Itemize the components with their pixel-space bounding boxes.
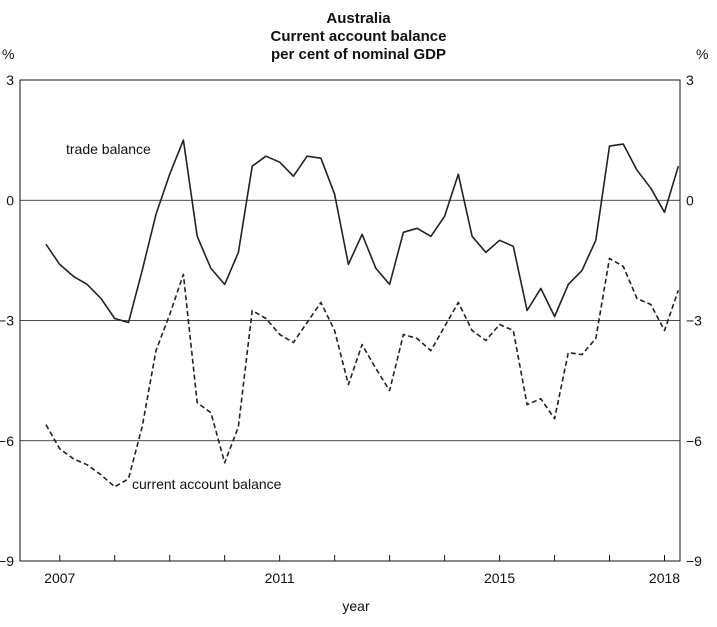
chart-title-line-2: Current account balance <box>270 28 447 45</box>
current-account-balance-annotation: current account balance <box>132 476 282 492</box>
x-tick-label: 2015 <box>484 570 515 586</box>
y-tick-label-right: −6 <box>686 433 702 449</box>
y-tick-label-right: 0 <box>686 192 694 208</box>
y-tick-label-left: −9 <box>0 553 14 569</box>
y-tick-label-right: −3 <box>686 313 702 329</box>
y-tick-label-left: −6 <box>0 433 14 449</box>
y-tick-label-left: −3 <box>0 313 14 329</box>
trade-balance-line <box>45 139 680 324</box>
y-tick-label-left: 3 <box>6 72 14 88</box>
x-tick-label: 2007 <box>44 570 75 586</box>
current-account-balance-line <box>45 257 680 488</box>
x-axis-label: year <box>342 598 370 614</box>
chart-title-line-3: per cent of nominal GDP <box>270 46 447 63</box>
y-unit-left: % <box>2 46 15 62</box>
x-tick-label: 2018 <box>649 570 680 586</box>
y-tick-label-right: −9 <box>686 553 702 569</box>
y-tick-label-left: 0 <box>6 192 14 208</box>
chart-title-line-1: Australia <box>326 10 391 27</box>
trade-balance-annotation: trade balance <box>66 141 151 157</box>
x-tick-label: 2011 <box>265 570 295 586</box>
y-unit-right: % <box>696 46 709 62</box>
y-tick-label-right: 3 <box>686 72 694 88</box>
